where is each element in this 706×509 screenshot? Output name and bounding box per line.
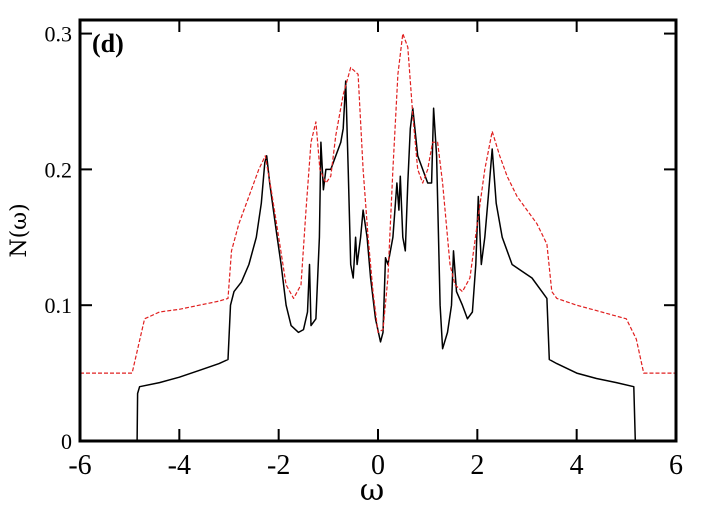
x-tick-label: 6 (669, 450, 683, 481)
x-tick-label: -4 (168, 450, 191, 481)
x-tick-label: 2 (470, 450, 484, 481)
y-tick-label: 0.1 (45, 293, 73, 318)
x-tick-label: -2 (267, 450, 290, 481)
x-axis-title: ω (360, 473, 384, 508)
y-tick-label: 0.3 (45, 22, 73, 47)
y-tick-label: 0 (61, 429, 72, 454)
x-tick-label: 4 (570, 450, 584, 481)
x-tick-label: 0 (371, 450, 385, 481)
series-layer (80, 33, 676, 442)
panel-label: (d) (92, 29, 124, 58)
ticks-layer: -6 -4 -2 0 2 4 6 0 0.1 0.2 0.3 (45, 20, 683, 481)
y-tick-label: 0.2 (45, 157, 73, 182)
y-axis-title: N(ω) (7, 203, 32, 257)
series-line-2-dashed (80, 33, 676, 374)
x-tick-label: -6 (68, 450, 91, 481)
